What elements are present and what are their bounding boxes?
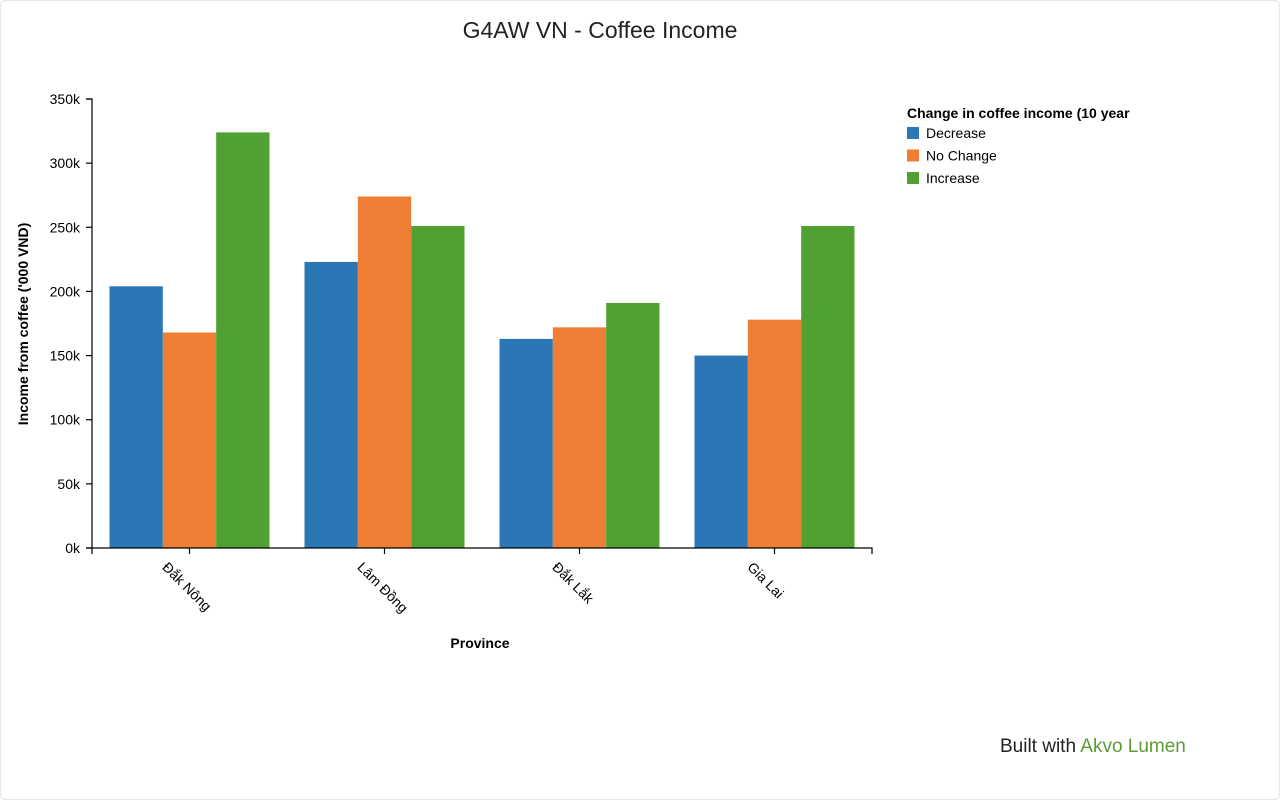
bar-increase-1 [411,226,465,548]
legend-swatch-no-change [907,149,919,162]
bar-no-change-2 [552,327,607,548]
y-tick-label: 100k [50,412,81,428]
bar-decrease-2 [499,338,553,548]
page-title: G4AW VN - Coffee Income [462,17,738,43]
bar-no-change-1 [357,196,412,549]
y-tick-label: 300k [50,155,81,171]
x-tick-label: Đắk Nông [159,559,214,614]
legend-label-increase: Increase [926,170,980,186]
legend-items: Decrease No Change Increase [907,125,997,186]
bar-decrease-0 [109,286,163,548]
y-axis-line [86,98,93,549]
y-tick-label: 200k [50,283,81,299]
x-tick-label: Lâm Đồng [354,559,411,616]
bar-no-change-3 [747,319,802,548]
legend: Change in coffee income (10 year Decreas… [907,105,1130,186]
y-tick-label: 0k [65,540,81,556]
bar-increase-3 [801,226,855,548]
legend-label-decrease: Decrease [926,125,986,141]
bar-no-change-0 [162,332,217,548]
footer-prefix: Built with [1000,736,1077,757]
x-axis-title: Province [450,635,509,651]
bar-increase-2 [606,302,660,548]
y-tick-label: 250k [50,219,81,235]
akvo-lumen-link[interactable]: Akvo Lumen [1080,736,1186,757]
bar-decrease-3 [694,355,748,548]
x-axis-line [91,547,873,554]
legend-title: Change in coffee income (10 year [907,105,1130,121]
y-tick-label: 50k [57,476,81,492]
x-tick-label: Đắk Lắk [549,559,597,607]
y-tick-label: 150k [50,348,81,364]
y-axis-title: Income from coffee ('000 VND) [15,223,31,426]
legend-swatch-decrease [907,127,919,139]
legend-swatch-increase [907,172,919,184]
y-tick-label: 350k [50,91,81,107]
x-tick-label: Gia Lai [744,559,787,602]
legend-label-no-change: No Change [926,148,997,164]
bar-increase-0 [216,132,270,548]
bar-decrease-1 [304,261,358,548]
bars-layer [109,132,855,549]
footer-credit: Built with Akvo Lumen [1000,736,1186,758]
